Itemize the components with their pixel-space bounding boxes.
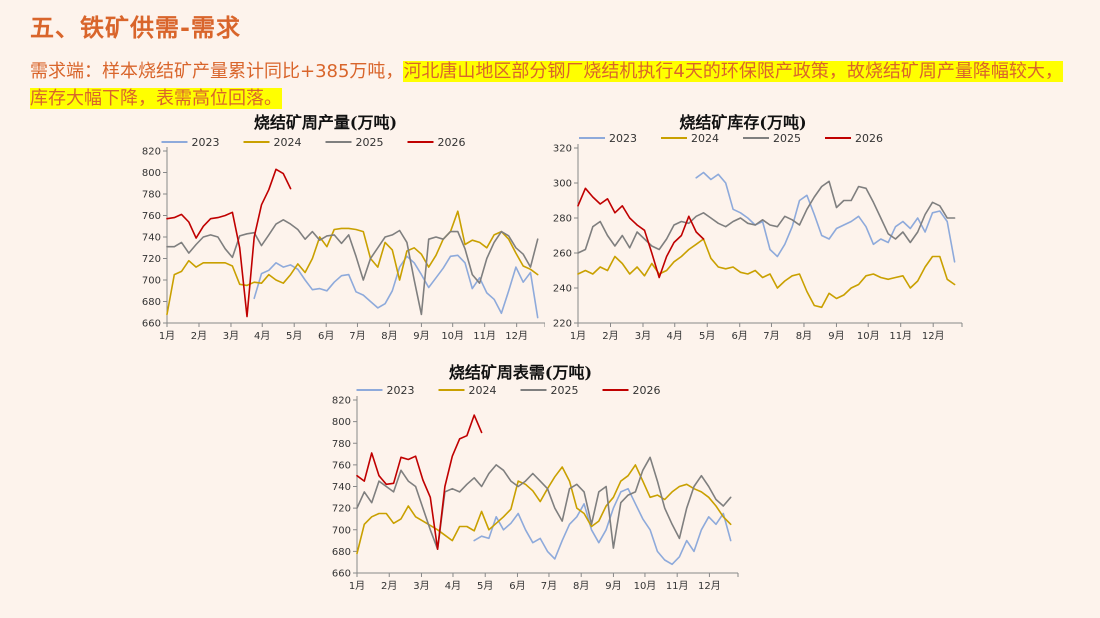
series-line-2025 xyxy=(356,456,732,550)
legend-label-2025: 2025 xyxy=(356,136,384,149)
y-tick-label: 800 xyxy=(332,417,351,428)
x-tick-label: 10月 xyxy=(857,330,880,342)
y-tick-label: 700 xyxy=(142,276,161,287)
y-tick-label: 300 xyxy=(553,179,572,190)
y-tick-label: 660 xyxy=(332,569,351,580)
x-tick-label: 9月 xyxy=(413,330,429,342)
summary-plain: 需求端：样本烧结矿产量累计同比+385万吨， xyxy=(30,61,404,82)
legend-label-2026: 2026 xyxy=(438,136,466,149)
y-tick-label: 740 xyxy=(332,482,351,493)
x-tick-label: 8月 xyxy=(796,330,812,342)
production-chart-svg: 烧结矿周产量(万吨) 2023 2024 2025 2026 660 680 700 720 74… xyxy=(142,113,545,342)
legend-label-2024: 2024 xyxy=(469,384,497,397)
x-tick-label: 4月 xyxy=(254,330,270,342)
legend-label-2023: 2023 xyxy=(609,132,637,145)
x-tick-label: 2月 xyxy=(381,580,397,592)
chart-title: 烧结矿周表需(万吨) xyxy=(449,363,592,382)
y-tick-label: 700 xyxy=(332,525,351,536)
apparent-demand-chart: 烧结矿周表需(万吨) 2023 2024 2025 2026 660 680 700 720 74… xyxy=(320,358,745,598)
x-tick-label: 1月 xyxy=(570,330,586,342)
x-tick-label: 3月 xyxy=(413,580,429,592)
x-tick-label: 5月 xyxy=(286,330,302,342)
y-tick-label: 720 xyxy=(332,504,351,515)
x-tick-label: 8月 xyxy=(573,580,589,592)
chart-title: 烧结矿周产量(万吨) xyxy=(254,113,397,132)
y-tick-label: 800 xyxy=(142,168,161,179)
y-tick-label: 820 xyxy=(332,396,351,407)
x-tick-label: 6月 xyxy=(509,580,525,592)
x-tick-label: 9月 xyxy=(605,580,621,592)
y-tick-label: 220 xyxy=(553,319,572,330)
y-tick-label: 720 xyxy=(142,254,161,265)
series-line-2025 xyxy=(166,219,539,316)
series-line-2025 xyxy=(577,180,956,254)
y-tick-label: 320 xyxy=(553,144,572,155)
y-tick-label: 740 xyxy=(142,233,161,244)
series-line-2023 xyxy=(253,254,539,319)
x-tick-label: 11月 xyxy=(666,580,689,592)
legend-label-2026: 2026 xyxy=(633,384,661,397)
x-tick-label: 4月 xyxy=(667,330,683,342)
x-tick-label: 11月 xyxy=(473,330,496,342)
x-tick-label: 12月 xyxy=(698,580,721,592)
y-tick-label: 780 xyxy=(332,439,351,450)
y-tick-label: 780 xyxy=(142,190,161,201)
x-tick-label: 12月 xyxy=(922,330,945,342)
series-line-2024 xyxy=(577,238,956,309)
legend-label-2025: 2025 xyxy=(773,132,801,145)
legend-label-2024: 2024 xyxy=(691,132,719,145)
x-tick-label: 5月 xyxy=(699,330,715,342)
series-line-2024 xyxy=(166,210,539,316)
x-tick-label: 1月 xyxy=(349,580,365,592)
summary-text: 需求端：样本烧结矿产量累计同比+385万吨，河北唐山地区部分钢厂烧结机执行4天的… xyxy=(30,58,1075,112)
x-tick-label: 2月 xyxy=(191,330,207,342)
x-tick-label: 11月 xyxy=(889,330,912,342)
y-tick-label: 680 xyxy=(332,547,351,558)
x-tick-label: 3月 xyxy=(635,330,651,342)
production-chart: 烧结矿周产量(万吨) 2023 2024 2025 2026 660 680 700 720 74… xyxy=(130,108,545,348)
inventory-chart-svg: 烧结矿库存(万吨) 2023 2024 2025 2026 220 240 260 280 300… xyxy=(553,113,963,342)
x-tick-label: 3月 xyxy=(223,330,239,342)
inventory-chart: 烧结矿库存(万吨) 2023 2024 2025 2026 220 240 260 280 300… xyxy=(545,108,965,348)
series-line-2023 xyxy=(473,487,732,566)
x-tick-label: 7月 xyxy=(763,330,779,342)
series-line-2024 xyxy=(356,464,732,555)
x-tick-label: 8月 xyxy=(381,330,397,342)
x-tick-label: 12月 xyxy=(505,330,528,342)
legend-label-2025: 2025 xyxy=(551,384,579,397)
chart-title: 烧结矿库存(万吨) xyxy=(679,113,806,132)
legend-label-2026: 2026 xyxy=(855,132,883,145)
series-line-2026 xyxy=(166,168,292,318)
legend-label-2023: 2023 xyxy=(387,384,415,397)
y-tick-label: 820 xyxy=(142,147,161,158)
x-tick-label: 10月 xyxy=(441,330,464,342)
x-tick-label: 7月 xyxy=(541,580,557,592)
x-tick-label: 7月 xyxy=(349,330,365,342)
x-tick-label: 4月 xyxy=(445,580,461,592)
x-tick-label: 5月 xyxy=(477,580,493,592)
page-title: 五、铁矿供需-需求 xyxy=(30,14,241,42)
y-tick-label: 240 xyxy=(553,284,572,295)
x-tick-label: 2月 xyxy=(602,330,618,342)
legend-label-2023: 2023 xyxy=(192,136,220,149)
y-tick-label: 760 xyxy=(142,211,161,222)
series-line-2023 xyxy=(695,171,956,263)
y-tick-label: 760 xyxy=(332,460,351,471)
y-tick-label: 660 xyxy=(142,319,161,330)
y-tick-label: 680 xyxy=(142,297,161,308)
series-line-2026 xyxy=(577,187,705,279)
x-tick-label: 6月 xyxy=(318,330,334,342)
x-tick-label: 1月 xyxy=(159,330,175,342)
x-tick-label: 9月 xyxy=(828,330,844,342)
x-tick-label: 10月 xyxy=(634,580,657,592)
y-tick-label: 280 xyxy=(553,214,572,225)
legend-label-2024: 2024 xyxy=(274,136,302,149)
series-line-2026 xyxy=(356,414,483,550)
apparent-demand-chart-svg: 烧结矿周表需(万吨) 2023 2024 2025 2026 660 680 700 720 74… xyxy=(332,363,739,592)
y-tick-label: 260 xyxy=(553,249,572,260)
x-tick-label: 6月 xyxy=(732,330,748,342)
